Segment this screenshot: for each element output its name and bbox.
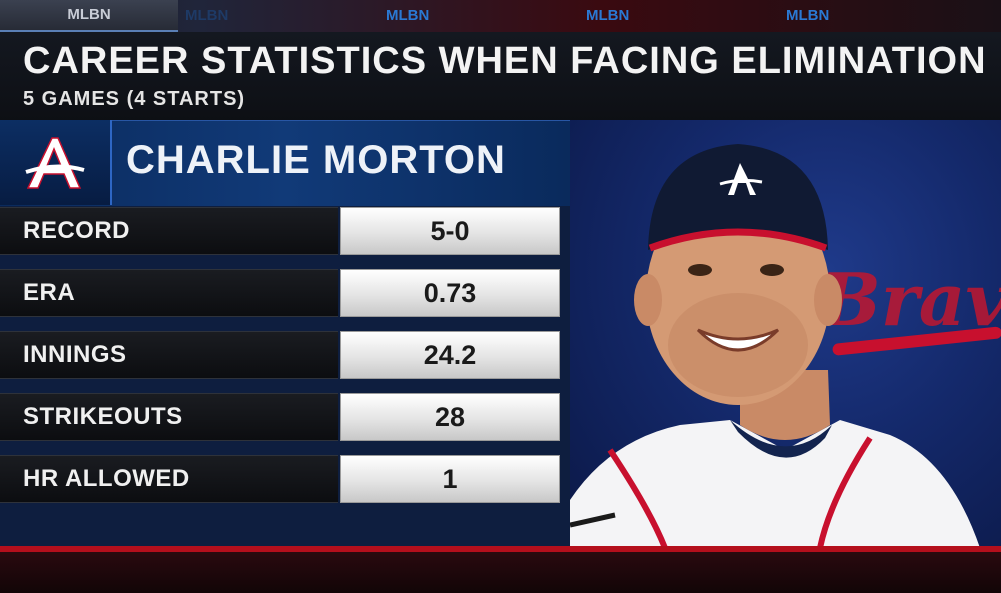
stat-label-cell: HR ALLOWED (0, 455, 338, 503)
network-logo-label: MLBN (386, 7, 430, 24)
stat-label: ERA (23, 279, 76, 306)
page-subtitle: 5 GAMES (4 STARTS) (23, 88, 246, 110)
stat-value: 28 (434, 402, 466, 432)
stat-row-hr-allowed: HR ALLOWED 1 (0, 455, 570, 503)
stat-label-cell: INNINGS (0, 331, 338, 379)
stat-row-innings: INNINGS 24.2 (0, 331, 570, 379)
stat-label: INNINGS (23, 341, 127, 368)
page-title: CAREER STATISTICS WHEN FACING ELIMINATIO… (23, 40, 987, 82)
graphic-header: CAREER STATISTICS WHEN FACING ELIMINATIO… (0, 32, 1001, 122)
stat-row-era: ERA 0.73 (0, 269, 570, 317)
stat-value-cell: 1 (340, 455, 560, 503)
stat-value-cell: 24.2 (340, 331, 560, 379)
network-logo-label: MLBN (586, 7, 630, 24)
backdrop-script-text: Braves (818, 257, 1001, 342)
network-logo-label: MLBN (185, 7, 229, 24)
stat-value: 24.2 (423, 340, 477, 370)
stat-label-cell: ERA (0, 269, 338, 317)
network-tab-active: MLBN (0, 0, 178, 32)
stat-label: STRIKEOUTS (23, 403, 183, 430)
stat-value-cell: 28 (340, 393, 560, 441)
stat-label: RECORD (23, 217, 131, 244)
network-bar: MLBN MLBN MLBN MLBN MLBN (0, 0, 1001, 33)
braves-logo-icon (25, 137, 85, 189)
team-logo (0, 120, 112, 205)
stat-value-cell: 0.73 (340, 269, 560, 317)
stat-value-cell: 5-0 (340, 207, 560, 255)
network-logo-label: MLBN (67, 6, 111, 23)
player-photo: Braves (570, 120, 1001, 548)
network-logo-label: MLBN (786, 7, 830, 24)
stat-label: HR ALLOWED (23, 465, 190, 492)
stat-label-cell: STRIKEOUTS (0, 393, 338, 441)
stat-value: 1 (442, 464, 458, 494)
stat-row-record: RECORD 5-0 (0, 207, 570, 255)
stat-value: 0.73 (423, 278, 477, 308)
player-name: CHARLIE MORTON (126, 138, 506, 182)
footer-band (0, 552, 1001, 593)
braves-script-logo: Braves (818, 257, 1001, 356)
stat-value: 5-0 (430, 216, 470, 246)
stat-row-strikeouts: STRIKEOUTS 28 (0, 393, 570, 441)
stat-label-cell: RECORD (0, 207, 338, 255)
player-portrait: Braves (570, 144, 1001, 548)
accent-strip (0, 546, 1001, 552)
